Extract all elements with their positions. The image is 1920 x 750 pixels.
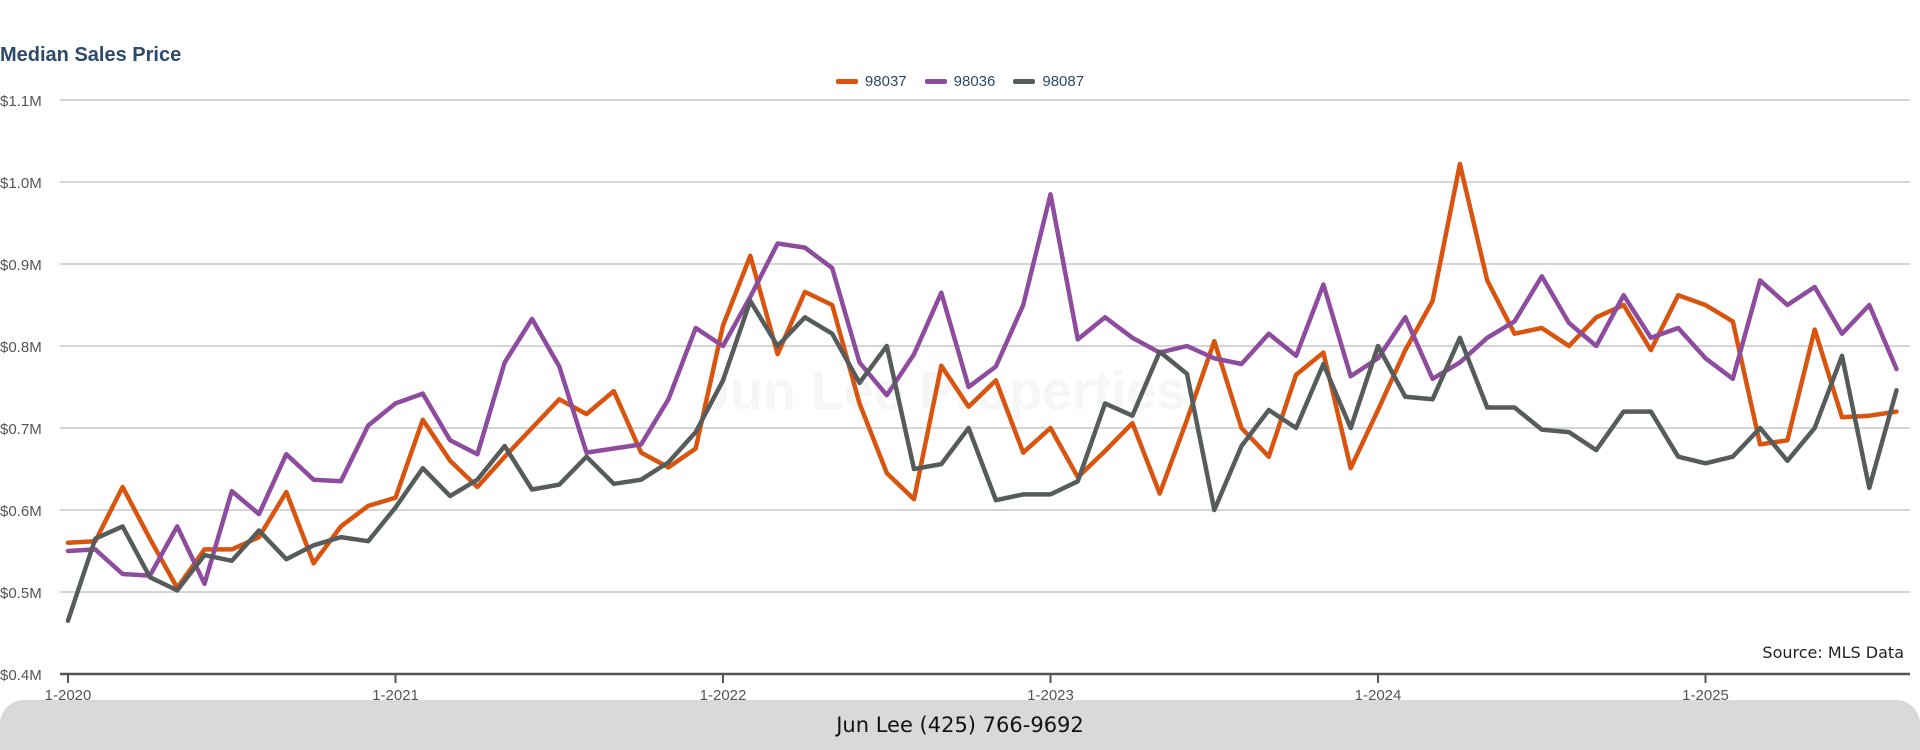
series-line-98087 (65, 298, 1899, 623)
y-tick-label: $0.5M (0, 585, 42, 602)
y-tick-label: $0.4M (0, 667, 42, 684)
legend-swatch-98087 (1013, 79, 1036, 84)
grid-lines (60, 99, 1910, 593)
x-tick-label: 1-2022 (700, 687, 747, 700)
series-line-98037 (65, 161, 1899, 591)
y-tick-label: $0.7M (0, 421, 42, 438)
x-tick-label: 1-2025 (1682, 687, 1729, 700)
legend-label-98037: 98037 (864, 73, 907, 90)
y-tick-label: $0.6M (0, 503, 42, 520)
chart-title: Median Sales Price (0, 44, 182, 66)
legend-label-98087: 98087 (1042, 73, 1085, 90)
y-tick-label: $0.9M (0, 257, 42, 274)
x-axis-ticks: 1-2020 1-2021 1-2022 1-2023 1-2024 1-2025 (45, 674, 1729, 700)
legend-swatch-98037 (835, 79, 858, 84)
x-tick-label: 1-2023 (1027, 687, 1074, 700)
legend-swatch-98036 (924, 79, 947, 84)
line-chart: $0.4M $0.5M $0.6M $0.7M $0.8M $0.9M $1.0M $1.1M… (0, 93, 1910, 700)
series-lines (65, 161, 1899, 623)
y-tick-label: $1.1M (0, 93, 42, 110)
footer-bar: Jun Lee (425) 766-9692 (0, 700, 1920, 750)
footer-contact: Jun Lee (425) 766-9692 (836, 713, 1084, 737)
legend-item-98036[interactable]: 98036 (924, 73, 996, 90)
series-line-98036 (65, 192, 1899, 587)
x-tick-label: 1-2021 (372, 687, 419, 700)
y-tick-label: $0.8M (0, 339, 42, 356)
legend: 98037 98036 98087 (0, 73, 1920, 90)
y-axis-ticks: $0.4M $0.5M $0.6M $0.7M $0.8M $0.9M $1.0M $1.1M (0, 93, 42, 684)
y-tick-label: $1.0M (0, 175, 42, 192)
x-tick-label: 1-2024 (1355, 687, 1402, 700)
x-tick-label: 1-2020 (45, 687, 92, 700)
legend-item-98037[interactable]: 98037 (835, 73, 907, 90)
source-note: Source: MLS Data (1762, 643, 1904, 662)
legend-label-98036: 98036 (953, 73, 996, 90)
legend-item-98087[interactable]: 98087 (1013, 73, 1084, 90)
